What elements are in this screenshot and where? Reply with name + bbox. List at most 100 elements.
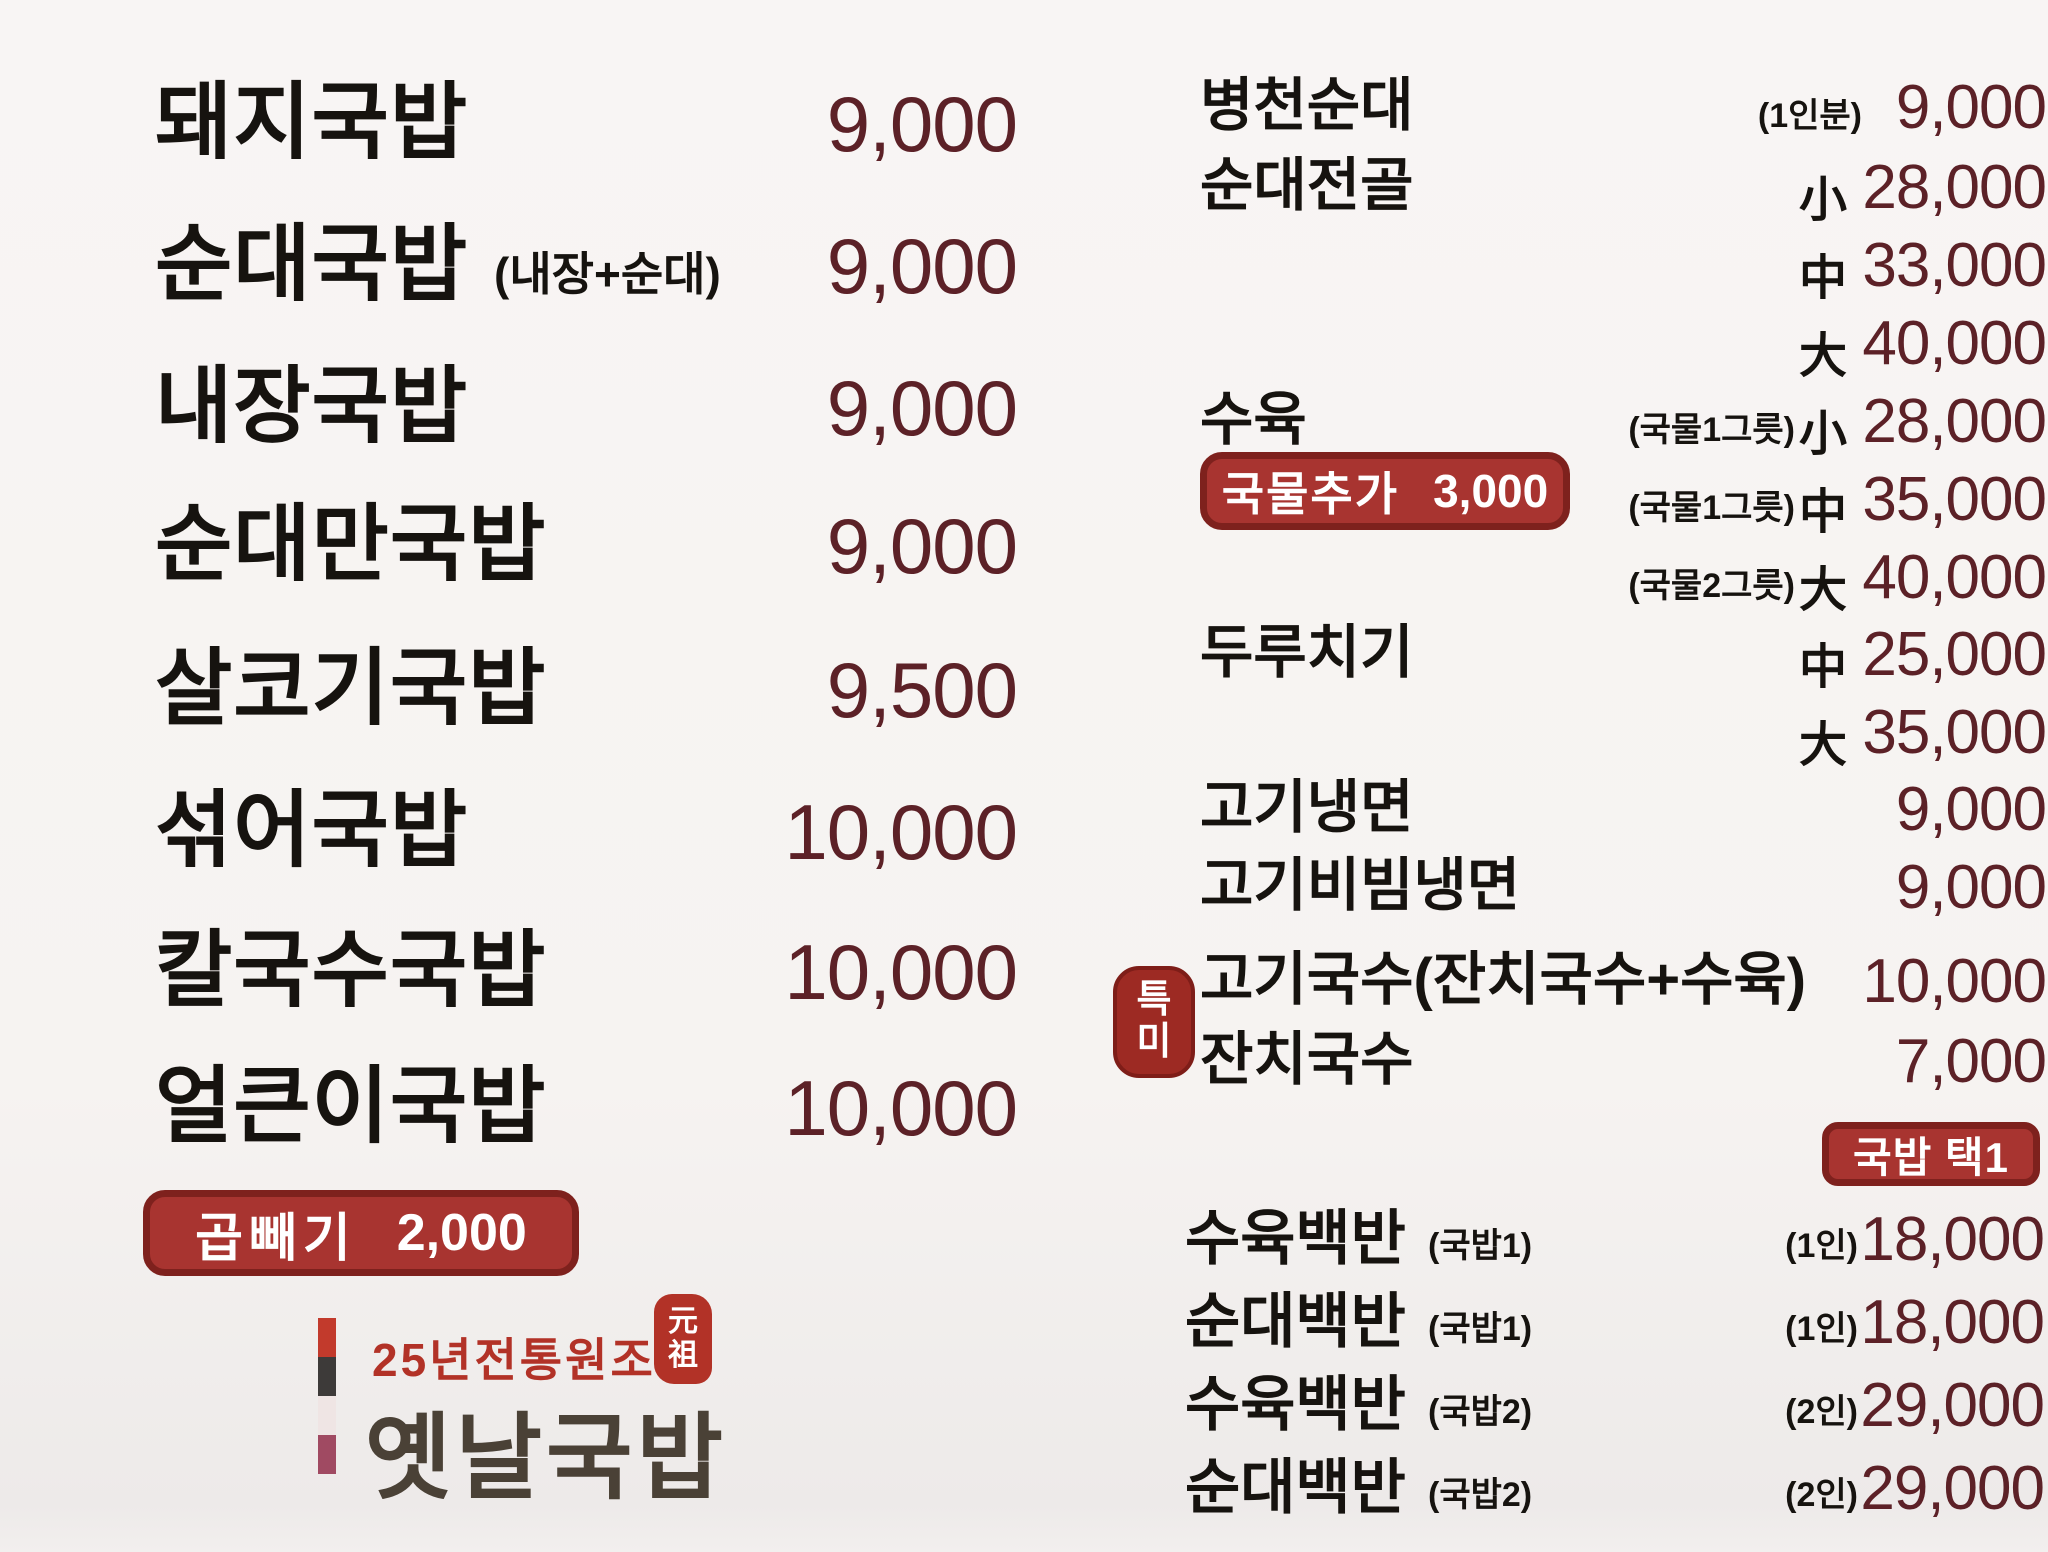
menu-item-row: 순대전골 小 28,000 [0,148,2048,230]
wonjo-seal-icon: 元 祖 [654,1294,712,1384]
menu-item-row: 순대만국밥 9,000 [0,492,2048,604]
menu-item-row: 수육백반 (국밥1) (1인) 18,000 [0,1200,2048,1284]
serving-label: (1인) [1785,1310,1858,1348]
dish-note: (국밥1) [1428,1227,1533,1265]
dish-name: 수육백반 [1185,1371,1406,1438]
menu-item-row: 순대백반 (국밥2) (2인) 29,000 [0,1449,2048,1533]
size-label: 小 [1798,408,1847,461]
size-label: 中 [1798,641,1847,694]
menu-item-row: (국물1그릇) 中 35,000 [0,460,2048,542]
dish-note: (1인분) [1757,97,1862,135]
dish-price: 9,000 [1895,775,2047,844]
menu-item-row: 고기냉면 9,000 [0,770,2048,852]
logo-color-bar [318,1318,336,1474]
dish-price: 10,000 [784,788,1018,876]
menu-item-row: 大 35,000 [0,693,2048,775]
size-label: 中 [1798,486,1847,539]
dish-price: 9,000 [826,364,1018,452]
stamp-char: 미 [1136,1021,1172,1063]
dish-price: 18,000 [1860,1205,2045,1274]
dish-name: 얼큰이국밥 [155,1059,547,1153]
menu-item-row: (국물2그릇) 大 40,000 [0,538,2048,620]
serving-label: (2인) [1785,1476,1858,1514]
dish-name: 순대만국밥 [155,497,547,591]
dish-note: (국물1그릇) [1628,411,1795,449]
badge-price: 2,000 [396,1204,527,1262]
dish-price: 9,000 [1895,853,2047,922]
menu-item-row: 살코기국밥 9,500 [0,636,2048,748]
dish-price: 18,000 [1860,1288,2045,1357]
badge-label: 국물추가 [1221,468,1400,520]
size-label: 大 [1798,719,1847,772]
menu-item-row: 순대백반 (국밥1) (1인) 18,000 [0,1283,2048,1367]
dish-price: 7,000 [1895,1027,2047,1096]
serving-label: (2인) [1785,1393,1858,1431]
menu-item-row: 내장국밥 9,000 [0,354,2048,466]
gukbap-select-badge: 국밥 택1 [1822,1122,2040,1186]
dish-name: 두루치기 [1200,620,1414,685]
gopbbaegi-badge: 곱빼기 2,000 [143,1190,579,1276]
dish-name: 순대전골 [1200,153,1414,218]
logo-tagline: 25년전통원조 [372,1334,656,1386]
dish-name: 잔치국수 [1200,1027,1414,1092]
menu-item-row: 고기비빔냉면 9,000 [0,848,2048,930]
stamp-char: 특 [1136,979,1172,1022]
size-label: 大 [1798,564,1847,617]
dish-price: 29,000 [1860,1454,2045,1523]
dish-price: 40,000 [1862,309,2047,378]
size-label: 中 [1798,252,1847,305]
logo-bar-segment-black [318,1357,336,1396]
dish-price: 9,000 [826,80,1018,168]
dish-note: (국밥1) [1428,1310,1533,1348]
dish-price: 9,500 [826,646,1018,734]
logo-bar-segment-white [318,1396,336,1435]
dish-price: 29,000 [1860,1371,2045,1440]
dish-note: (국밥2) [1428,1393,1533,1431]
dish-note: (국물1그릇) [1628,489,1795,527]
menu-item-row: 얼큰이국밥 10,000 [0,1054,2048,1166]
serving-label: (1인) [1785,1227,1858,1265]
menu-item-row: 잔치국수 7,000 [0,1022,2048,1104]
gukmul-chuga-badge: 국물추가 3,000 [1200,452,1570,530]
dish-price: 28,000 [1862,387,2047,456]
dish-name: 수육백반 [1185,1205,1406,1272]
seal-char: 元 [668,1304,698,1338]
size-label: 大 [1798,330,1847,383]
dish-name: 순대백반 [1185,1454,1406,1521]
dish-name: 살코기국밥 [155,641,547,735]
dish-name: 고기국수(잔치국수+수육) [1200,947,1807,1012]
dish-price: 10,000 [784,1064,1018,1152]
dish-name: 수육 [1200,387,1307,452]
dish-price: 35,000 [1862,698,2047,767]
teukmi-stamp-icon: 특 미 [1113,966,1195,1078]
dish-price: 40,000 [1862,543,2047,612]
seal-char: 祖 [668,1339,698,1372]
dish-note: (국물2그릇) [1628,567,1795,605]
size-label: 小 [1798,174,1847,227]
logo-bar-segment-red [318,1318,336,1357]
menu-item-row: 두루치기 中 25,000 [0,615,2048,697]
menu-item-row: 돼지국밥 9,000 [0,70,2048,182]
dish-price: 33,000 [1862,231,2047,300]
dish-name: 병천순대 [1200,73,1414,138]
dish-name: 순대국밥 [155,217,469,311]
menu-item-row: 中 33,000 [0,226,2048,308]
dish-price: 28,000 [1862,153,2047,222]
menu-item-row: 병천순대 (1인분) 9,000 [0,68,2048,150]
dish-price: 9,000 [826,502,1018,590]
menu-item-row: 순대국밥 (내장+순대) 9,000 [0,212,2048,324]
dish-name: 칼국수국밥 [155,923,547,1017]
dish-name: 고기냉면 [1200,775,1414,840]
dish-price: 25,000 [1862,620,2047,689]
dish-name: 고기비빔냉면 [1200,853,1521,918]
menu-item-row: 大 40,000 [0,304,2048,386]
menu-item-row: 섞어국밥 10,000 [0,778,2048,890]
menu-item-row: 칼국수국밥 10,000 [0,918,2048,1030]
dish-price: 10,000 [1862,947,2047,1016]
menu-item-row: 수육백반 (국밥2) (2인) 29,000 [0,1366,2048,1450]
dish-price: 10,000 [784,928,1018,1016]
dish-price: 9,000 [826,222,1018,310]
dish-price: 35,000 [1862,465,2047,534]
dish-name: 순대백반 [1185,1288,1406,1355]
